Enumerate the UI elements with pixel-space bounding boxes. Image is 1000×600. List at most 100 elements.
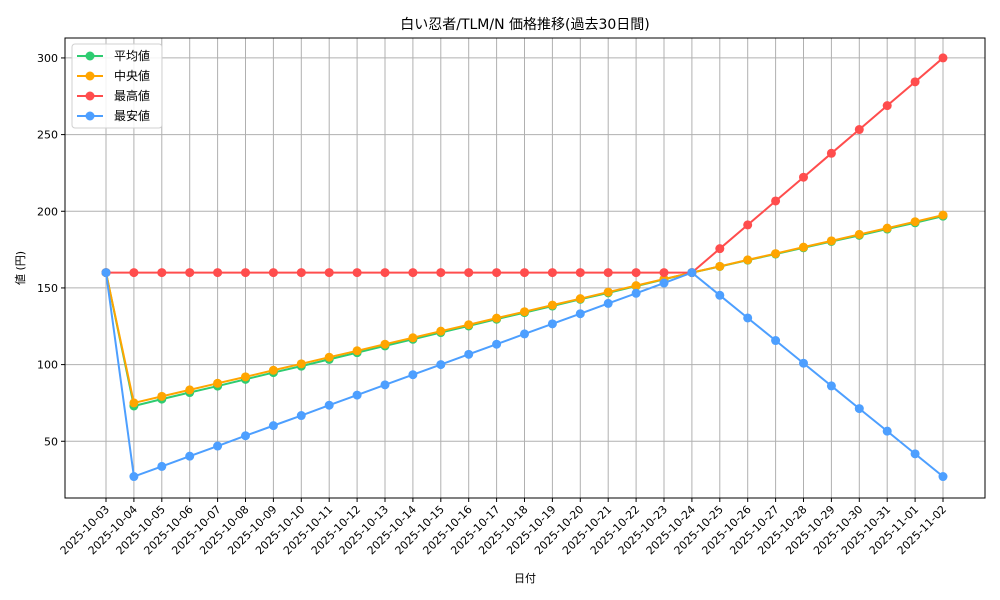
series-line <box>101 268 948 482</box>
data-point-marker <box>464 320 474 330</box>
data-point-marker <box>826 148 836 158</box>
data-point-marker <box>854 229 864 239</box>
data-point-marker <box>324 400 334 410</box>
data-point-marker <box>296 411 306 421</box>
data-point-marker <box>575 309 585 319</box>
data-point-marker <box>380 380 390 390</box>
data-point-marker <box>464 268 474 278</box>
data-point-marker <box>882 101 892 111</box>
data-point-marker <box>882 426 892 436</box>
data-point-marker <box>268 268 278 278</box>
data-point-marker <box>352 390 362 400</box>
legend-marker-icon <box>85 91 95 101</box>
data-point-marker <box>743 220 753 230</box>
data-point-marker <box>436 268 446 278</box>
y-tick-label: 250 <box>37 129 58 142</box>
y-tick-label: 50 <box>44 435 58 448</box>
data-point-marker <box>771 336 781 346</box>
data-point-marker <box>213 441 223 451</box>
data-point-marker <box>547 300 557 310</box>
data-point-marker <box>826 381 836 391</box>
data-point-marker <box>324 268 334 278</box>
data-point-marker <box>687 268 697 278</box>
data-point-marker <box>436 360 446 370</box>
data-point-marker <box>324 352 334 362</box>
data-point-marker <box>938 53 948 63</box>
x-axis-ticks: 2025-10-032025-10-042025-10-052025-10-06… <box>58 498 949 557</box>
data-point-marker <box>241 431 250 441</box>
data-point-marker <box>241 268 250 278</box>
data-point-marker <box>771 196 781 206</box>
data-point-marker <box>408 333 418 343</box>
data-point-marker <box>213 378 223 388</box>
data-point-marker <box>213 268 223 278</box>
legend-label: 平均値 <box>114 48 150 63</box>
data-point-marker <box>157 268 167 278</box>
data-point-marker <box>575 294 585 304</box>
y-tick-label: 100 <box>37 359 58 372</box>
data-point-marker <box>185 268 195 278</box>
data-point-marker <box>575 268 585 278</box>
data-point-marker <box>938 472 948 482</box>
data-point-marker <box>910 77 920 87</box>
data-point-marker <box>910 449 920 459</box>
legend-label: 中央値 <box>114 68 150 83</box>
data-point-marker <box>520 268 529 278</box>
legend-marker-icon <box>85 71 95 81</box>
data-point-marker <box>408 370 418 380</box>
legend-marker-icon <box>85 111 95 121</box>
data-point-marker <box>492 313 502 323</box>
data-series <box>101 53 948 482</box>
data-point-marker <box>882 223 892 233</box>
data-point-marker <box>492 339 502 349</box>
data-point-marker <box>799 172 808 182</box>
data-point-marker <box>492 268 502 278</box>
data-point-marker <box>129 268 139 278</box>
data-point-marker <box>826 236 836 246</box>
y-tick-label: 150 <box>37 282 58 295</box>
data-point-marker <box>101 268 111 278</box>
y-axis-ticks: 50 100 150 200 250 300 <box>37 52 65 448</box>
data-point-marker <box>547 268 557 278</box>
data-point-marker <box>603 298 613 308</box>
data-point-marker <box>910 217 920 227</box>
y-axis-label: 値 (円) <box>14 251 27 285</box>
data-point-marker <box>603 268 613 278</box>
data-point-marker <box>547 319 557 329</box>
data-point-marker <box>854 404 864 414</box>
legend-box <box>71 43 163 129</box>
data-point-marker <box>157 391 167 401</box>
data-point-marker <box>799 358 808 368</box>
chart-title: 白い忍者/TLM/N 価格推移(過去30日間) <box>400 17 650 33</box>
data-point-marker <box>743 255 753 265</box>
data-point-marker <box>659 278 669 288</box>
data-point-marker <box>185 385 195 395</box>
data-point-marker <box>352 346 362 356</box>
data-point-marker <box>185 451 195 461</box>
data-point-marker <box>296 268 306 278</box>
legend-label: 最高値 <box>114 88 150 103</box>
data-point-marker <box>380 268 390 278</box>
data-point-marker <box>408 268 418 278</box>
data-point-marker <box>380 339 390 349</box>
data-point-marker <box>241 372 250 382</box>
grid-lines <box>65 38 985 498</box>
y-tick-label: 200 <box>37 205 58 218</box>
data-point-marker <box>520 329 529 339</box>
data-point-marker <box>799 242 808 252</box>
data-point-marker <box>938 210 948 220</box>
data-point-marker <box>659 268 669 278</box>
data-point-marker <box>631 268 641 278</box>
data-point-marker <box>715 261 725 271</box>
y-tick-label: 300 <box>37 52 58 65</box>
data-point-marker <box>715 244 725 254</box>
data-point-marker <box>520 307 529 317</box>
data-point-marker <box>743 313 753 323</box>
data-point-marker <box>715 290 725 300</box>
data-point-marker <box>631 288 641 298</box>
data-point-marker <box>631 281 641 291</box>
data-point-marker <box>129 398 139 408</box>
data-point-marker <box>771 249 781 259</box>
legend-marker-icon <box>85 51 95 61</box>
